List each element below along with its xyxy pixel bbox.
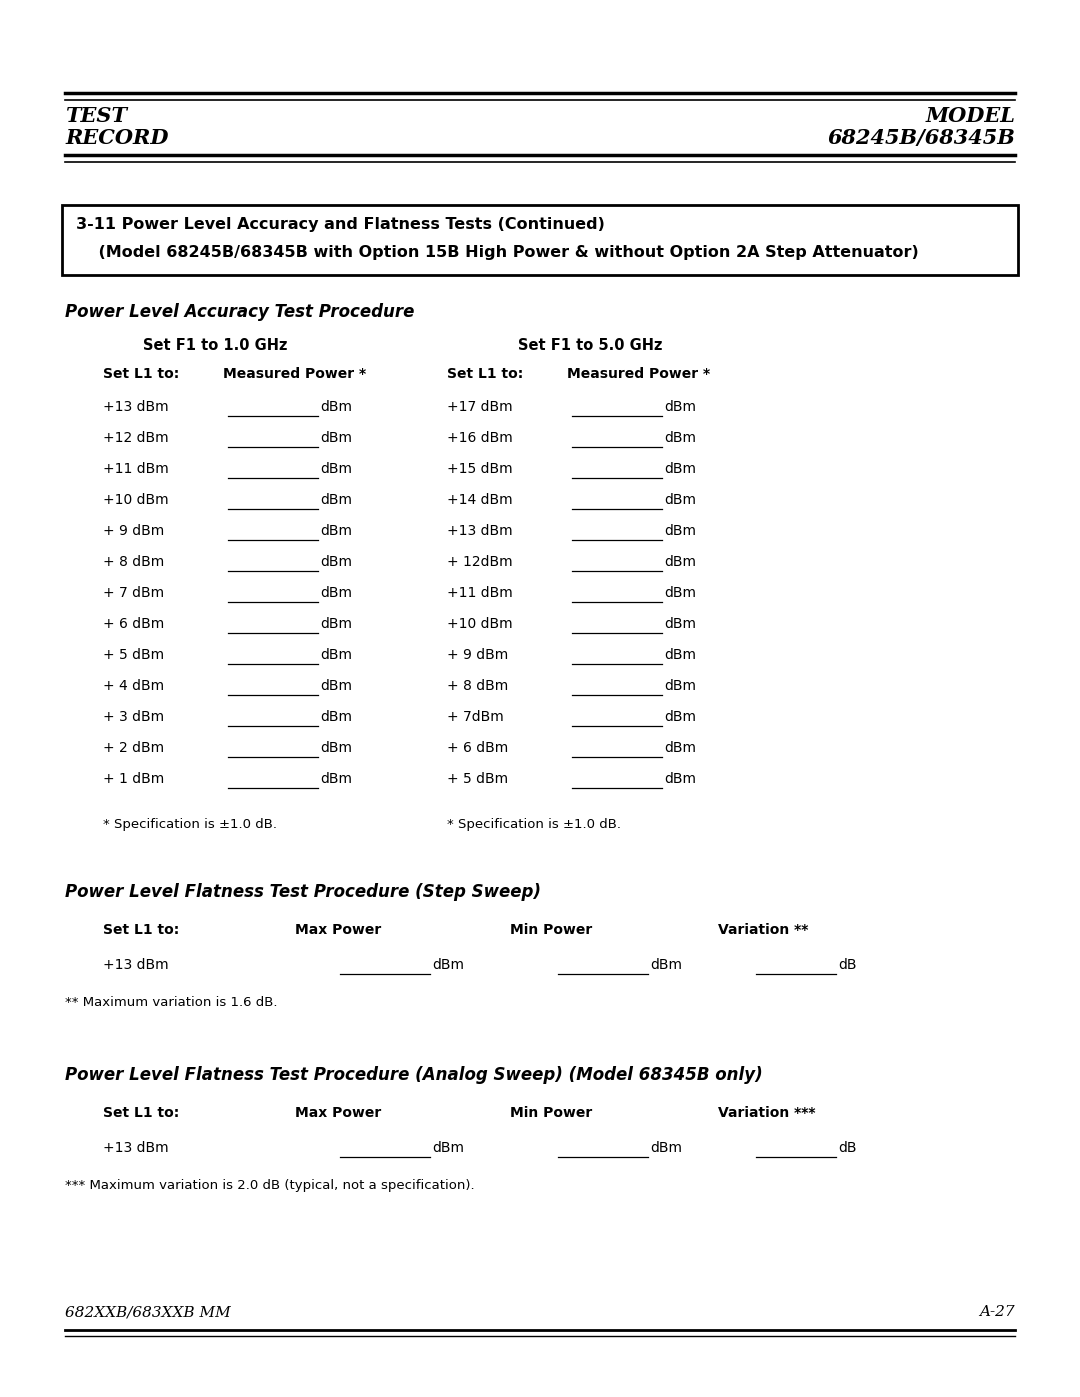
Text: dBm: dBm [650,1141,681,1155]
Text: dBm: dBm [320,648,352,662]
Text: 68245B/68345B: 68245B/68345B [827,129,1015,148]
Text: dBm: dBm [664,648,696,662]
Text: + 6 dBm: + 6 dBm [447,740,509,754]
Text: dBm: dBm [320,710,352,724]
Text: Power Level Flatness Test Procedure (Analog Sweep) (Model 68345B only): Power Level Flatness Test Procedure (Ana… [65,1066,762,1084]
Text: +13 dBm: +13 dBm [103,400,168,414]
Text: Set F1 to 5.0 GHz: Set F1 to 5.0 GHz [517,338,662,353]
Text: Variation ***: Variation *** [718,1106,815,1120]
Text: dBm: dBm [320,585,352,599]
Text: dBm: dBm [432,958,464,972]
Text: +17 dBm: +17 dBm [447,400,513,414]
Text: +13 dBm: +13 dBm [103,1141,168,1155]
Text: + 9 dBm: + 9 dBm [447,648,509,662]
Text: RECORD: RECORD [65,129,168,148]
Text: +13 dBm: +13 dBm [103,958,168,972]
Text: + 5 dBm: + 5 dBm [447,773,508,787]
Text: dBm: dBm [664,462,696,476]
Text: +11 dBm: +11 dBm [447,585,513,599]
Text: Measured Power *: Measured Power * [567,367,711,381]
Text: dBm: dBm [320,432,352,446]
Text: + 8 dBm: + 8 dBm [447,679,509,693]
Text: + 12dBm: + 12dBm [447,555,513,569]
Text: dBm: dBm [432,1141,464,1155]
Text: dBm: dBm [320,773,352,787]
Text: +16 dBm: +16 dBm [447,432,513,446]
Text: dBm: dBm [664,524,696,538]
Text: +14 dBm: +14 dBm [447,493,513,507]
Text: Measured Power *: Measured Power * [222,367,366,381]
Text: + 6 dBm: + 6 dBm [103,617,164,631]
Text: dBm: dBm [320,679,352,693]
Text: +11 dBm: +11 dBm [103,462,168,476]
Text: + 9 dBm: + 9 dBm [103,524,164,538]
Text: dBm: dBm [320,555,352,569]
Text: dBm: dBm [664,432,696,446]
Text: Power Level Flatness Test Procedure (Step Sweep): Power Level Flatness Test Procedure (Ste… [65,883,541,901]
Text: Variation **: Variation ** [718,923,808,937]
Text: * Specification is ±1.0 dB.: * Specification is ±1.0 dB. [447,819,621,831]
Text: dBm: dBm [320,493,352,507]
Text: dBm: dBm [664,740,696,754]
Text: +10 dBm: +10 dBm [103,493,168,507]
Text: (Model 68245B/68345B with Option 15B High Power & without Option 2A Step Attenua: (Model 68245B/68345B with Option 15B Hig… [76,244,919,260]
Text: MODEL: MODEL [926,106,1015,126]
Text: +15 dBm: +15 dBm [447,462,513,476]
Text: dB: dB [838,1141,856,1155]
Text: + 2 dBm: + 2 dBm [103,740,164,754]
Text: Max Power: Max Power [295,1106,381,1120]
Text: Power Level Accuracy Test Procedure: Power Level Accuracy Test Procedure [65,303,415,321]
Text: * Specification is ±1.0 dB.: * Specification is ±1.0 dB. [103,819,276,831]
Text: ** Maximum variation is 1.6 dB.: ** Maximum variation is 1.6 dB. [65,996,278,1009]
Bar [62,205,1018,275]
Text: +12 dBm: +12 dBm [103,432,168,446]
Text: Min Power: Min Power [510,1106,592,1120]
Text: +13 dBm: +13 dBm [447,524,513,538]
Text: 3-11 Power Level Accuracy and Flatness Tests (Continued): 3-11 Power Level Accuracy and Flatness T… [76,217,605,232]
Text: dB: dB [838,958,856,972]
Text: dBm: dBm [320,400,352,414]
Text: dBm: dBm [664,400,696,414]
Text: 682XXB/683XXB MM: 682XXB/683XXB MM [65,1305,231,1319]
Text: + 3 dBm: + 3 dBm [103,710,164,724]
Text: dBm: dBm [664,773,696,787]
Text: dBm: dBm [664,555,696,569]
Text: Max Power: Max Power [295,923,381,937]
Text: *** Maximum variation is 2.0 dB (typical, not a specification).: *** Maximum variation is 2.0 dB (typical… [65,1179,474,1192]
Text: +10 dBm: +10 dBm [447,617,513,631]
Text: + 1 dBm: + 1 dBm [103,773,164,787]
Text: Set L1 to:: Set L1 to: [103,923,179,937]
Text: Set L1 to:: Set L1 to: [103,1106,179,1120]
Text: Set F1 to 1.0 GHz: Set F1 to 1.0 GHz [143,338,287,353]
Text: dBm: dBm [320,524,352,538]
Text: Min Power: Min Power [510,923,592,937]
Text: + 8 dBm: + 8 dBm [103,555,164,569]
Text: dBm: dBm [664,710,696,724]
Text: + 7 dBm: + 7 dBm [103,585,164,599]
Text: dBm: dBm [320,740,352,754]
Text: + 4 dBm: + 4 dBm [103,679,164,693]
Text: dBm: dBm [320,617,352,631]
Text: dBm: dBm [320,462,352,476]
Text: Set L1 to:: Set L1 to: [447,367,523,381]
Text: dBm: dBm [650,958,681,972]
Text: dBm: dBm [664,493,696,507]
Text: Set L1 to:: Set L1 to: [103,367,179,381]
Text: + 5 dBm: + 5 dBm [103,648,164,662]
Text: A-27: A-27 [980,1305,1015,1319]
Text: dBm: dBm [664,617,696,631]
Text: dBm: dBm [664,679,696,693]
Text: TEST: TEST [65,106,127,126]
Text: dBm: dBm [664,585,696,599]
Text: + 7dBm: + 7dBm [447,710,503,724]
